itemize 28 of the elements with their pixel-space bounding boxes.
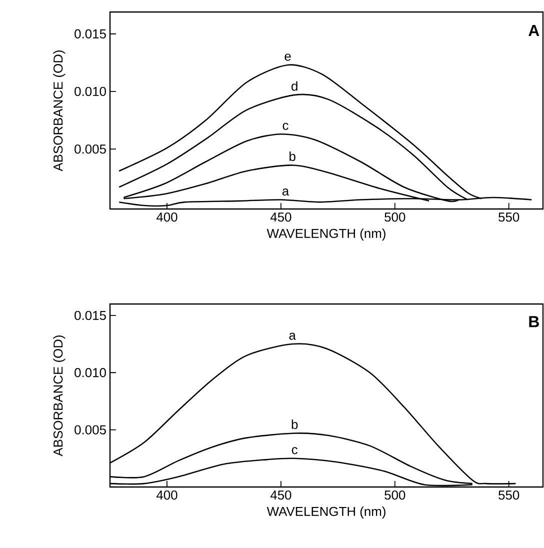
x-tick-label: 550 <box>498 490 520 500</box>
x-tick-label: 450 <box>270 212 292 222</box>
x-tick-label: 550 <box>498 212 520 222</box>
annotation: B <box>529 316 540 328</box>
y-tick-label: 0.010 <box>74 368 106 378</box>
x-tick-label: 500 <box>384 490 406 500</box>
y-axis-title: ABSORBANCE (OD) <box>53 336 66 456</box>
annotation: a <box>289 332 296 340</box>
y-tick-label: 0.005 <box>74 425 106 434</box>
x-tick-label: 500 <box>384 212 406 222</box>
y-tick-label: 0.010 <box>74 86 106 96</box>
x-tick-label: 450 <box>270 490 292 500</box>
y-tick-label: 0.015 <box>74 29 106 38</box>
x-axis-title: WAVELENGTH (nm) <box>267 506 386 519</box>
annotation: c <box>292 447 298 454</box>
annotation: d <box>292 81 298 91</box>
annotation: c <box>282 122 289 130</box>
annotation: b <box>292 420 298 430</box>
annotation: a <box>282 188 290 196</box>
x-tick-label: 400 <box>156 212 178 222</box>
y-tick-label: 0.005 <box>74 144 106 154</box>
x-tick-label: 400 <box>156 490 178 500</box>
x-axis-title: WAVELENGTH (nm) <box>267 228 386 241</box>
y-axis-title: ABSORBANCE (OD) <box>53 50 66 172</box>
annotation: b <box>290 152 296 162</box>
y-tick-label: 0.015 <box>74 310 106 320</box>
annotation: e <box>284 54 291 61</box>
annotation: A <box>528 25 540 36</box>
